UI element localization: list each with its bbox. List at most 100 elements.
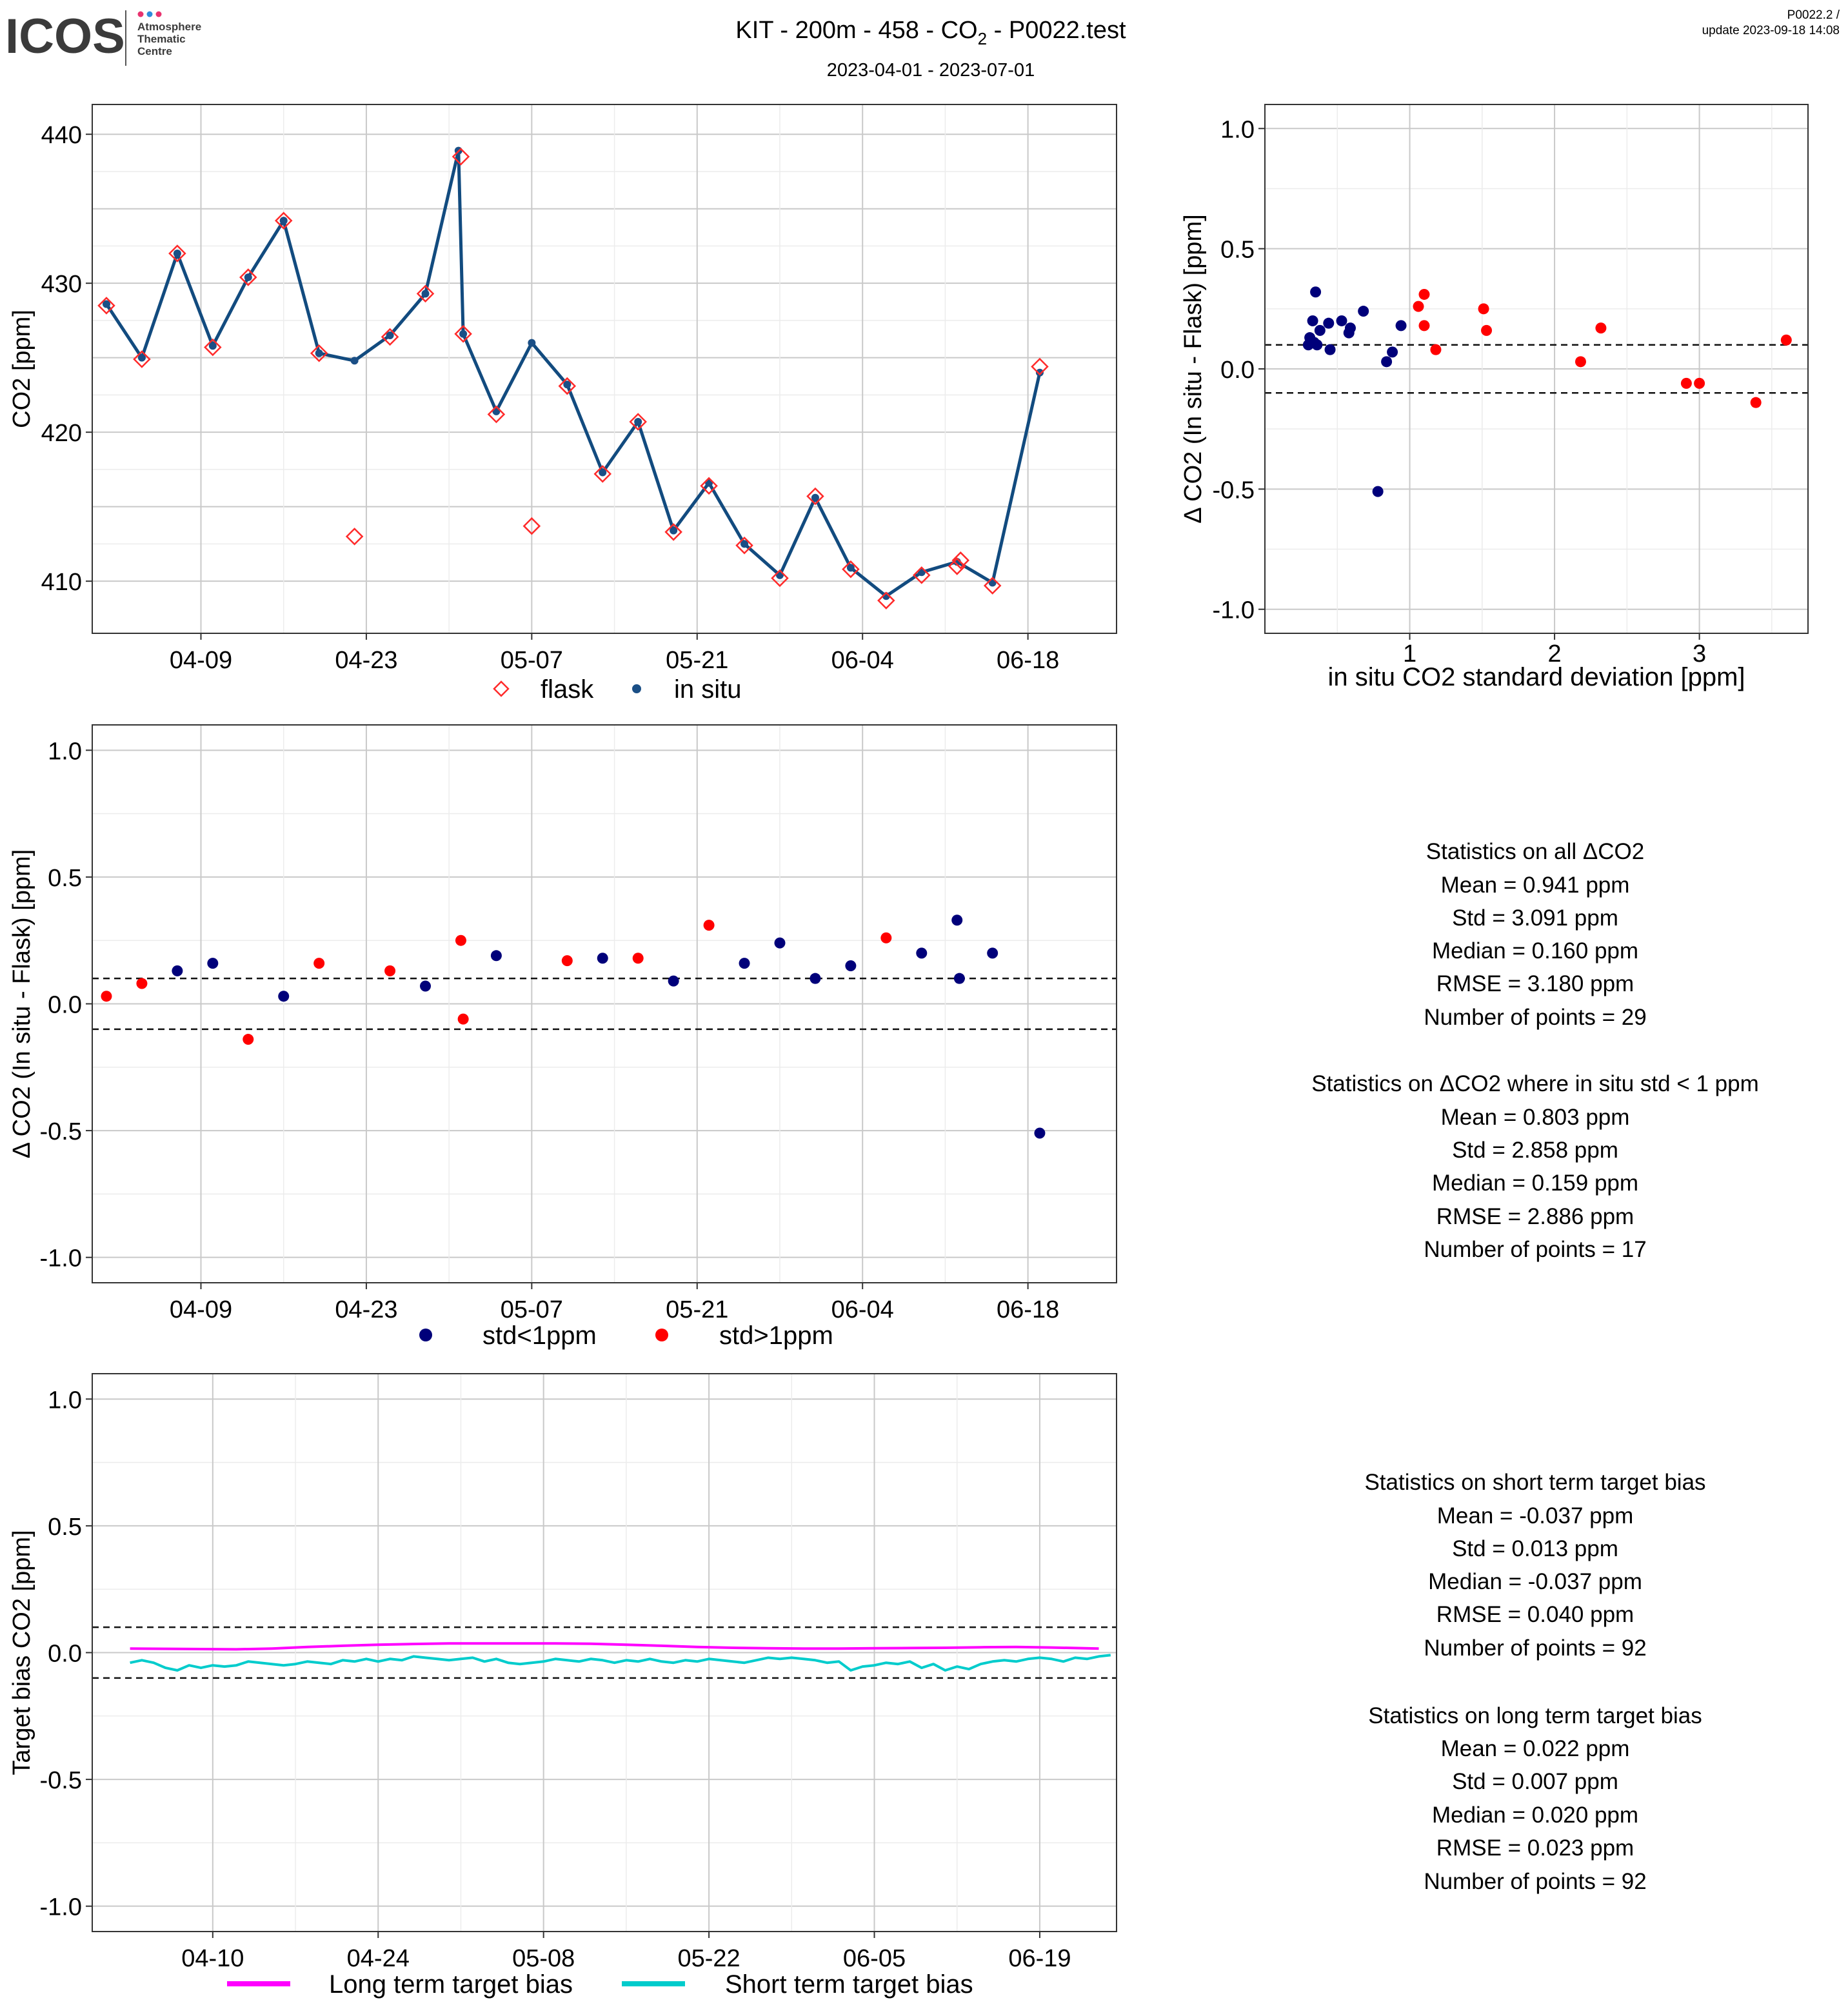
std-gt1-point <box>1694 377 1705 389</box>
legend-std-gt1-label: std>1ppm <box>719 1321 833 1350</box>
stats-title: Statistics on ΔCO2 where in situ std < 1… <box>1311 1071 1759 1096</box>
std-lt1-point <box>1358 306 1369 317</box>
y-tick-label: 430 <box>41 271 82 298</box>
x-tick-label: 04-23 <box>335 647 397 674</box>
std-gt1-point <box>1418 288 1430 300</box>
y-tick-label: 410 <box>41 569 82 596</box>
std-lt1-point <box>597 953 608 964</box>
y-tick-label: 0.0 <box>48 992 82 1019</box>
logo-text: ICOS <box>5 9 125 64</box>
x-tick-label: 06-18 <box>997 1296 1059 1323</box>
std-lt1-point <box>1324 344 1336 355</box>
y-tick-label: 420 <box>41 420 82 447</box>
x-tick-label: 06-18 <box>997 647 1059 674</box>
y-axis-title: Δ CO2 (In situ - Flask) [ppm] <box>8 849 35 1158</box>
stats-line: RMSE = 3.180 ppm <box>1436 971 1634 996</box>
y-axis-title: CO2 [ppm] <box>8 310 35 428</box>
stats-line: Mean = -0.037 ppm <box>1437 1503 1634 1528</box>
x-tick-label: 05-07 <box>501 1296 563 1323</box>
std-gt1-point <box>1680 377 1692 389</box>
insitu-point <box>528 339 536 347</box>
legend-std-gt1-key <box>655 1329 668 1341</box>
y-tick-label: -1.0 <box>40 1894 82 1921</box>
y-tick-label: 1.0 <box>1220 116 1255 143</box>
std-gt1-point <box>243 1034 254 1045</box>
stats-short-term: Statistics on short term target bias Mea… <box>1364 1470 1705 1661</box>
x-tick-label: 06-19 <box>1008 1945 1071 1972</box>
std-lt1-point <box>1343 327 1355 339</box>
timeseries-panel: 410 420 430 440 04-09 04-23 05-07 05-21 06-04 06-… <box>8 104 1117 704</box>
stats-long-term: Statistics on long term target bias Mean… <box>1368 1703 1702 1894</box>
flask-point <box>1031 357 1049 376</box>
icos-logo: ICOS Atmosphere Thematic Centre <box>5 9 201 66</box>
std-lt1-point <box>845 960 857 972</box>
legend-flask-label: flask <box>541 675 594 704</box>
std-lt1-point <box>1310 286 1322 298</box>
std-gt1-point <box>1478 303 1489 315</box>
y-tick-label: 0.0 <box>48 1641 82 1668</box>
insitu-point <box>846 564 855 572</box>
flask-point <box>700 477 718 495</box>
y-tick-label: -0.5 <box>40 1767 82 1794</box>
y-tick-label: -0.5 <box>1213 477 1255 504</box>
y-tick-label: 0.0 <box>1220 357 1255 384</box>
std-gt1-point <box>1418 320 1430 331</box>
std-gt1-point <box>1595 322 1607 334</box>
stats-line: Number of points = 92 <box>1424 1636 1646 1661</box>
y-axis-title: Target bias CO2 [ppm] <box>8 1530 35 1775</box>
legend-insitu-key <box>632 684 641 693</box>
flask-point <box>381 328 399 346</box>
insitu-point <box>740 540 749 548</box>
std-lt1-point <box>739 958 750 969</box>
std-gt1-point <box>1481 324 1493 336</box>
std-lt1-point <box>953 973 965 984</box>
stats-line: Std = 0.007 ppm <box>1452 1769 1618 1794</box>
std-lt1-point <box>810 973 821 984</box>
insitu-point <box>634 418 642 426</box>
std-lt1-point <box>1395 320 1407 331</box>
std-lt1-point <box>987 947 999 959</box>
y-tick-label: 1.0 <box>48 1387 82 1414</box>
flask-point <box>416 284 435 303</box>
insitu-point <box>244 273 252 281</box>
insitu-point <box>811 493 819 502</box>
std-gt1-point <box>1575 356 1586 368</box>
x-tick-label: 3 <box>1693 640 1706 667</box>
flask-point <box>133 350 151 368</box>
legend-flask-key <box>493 680 510 697</box>
std-gt1-point <box>561 955 573 967</box>
stats-line: RMSE = 0.023 ppm <box>1436 1835 1634 1861</box>
flask-point <box>487 405 506 424</box>
flask-point <box>168 244 186 262</box>
stats-line: Median = 0.020 ppm <box>1432 1803 1638 1828</box>
std-gt1-point <box>313 958 325 969</box>
std-lt1-point <box>951 915 963 926</box>
std-lt1-point <box>1387 346 1398 358</box>
stats-delta-std-lt1: Statistics on ΔCO2 where in situ std < 1… <box>1311 1071 1759 1262</box>
flask-point <box>913 566 931 584</box>
stats-line: Median = 0.160 ppm <box>1432 938 1638 964</box>
x-tick-label: 06-05 <box>843 1945 906 1972</box>
flask-point <box>664 523 682 541</box>
flask-point <box>345 528 364 546</box>
flask-point <box>629 413 647 431</box>
x-tick-label: 04-10 <box>181 1945 244 1972</box>
legend-short-term-label: Short term target bias <box>725 1970 973 1999</box>
flask-point <box>771 569 789 588</box>
y-tick-label: 1.0 <box>48 738 82 765</box>
legend-std-lt1-key <box>419 1329 432 1341</box>
flask-point <box>593 465 612 483</box>
insitu-point <box>173 249 181 257</box>
x-tick-label: 04-09 <box>170 647 232 674</box>
stats-line: Median = 0.159 ppm <box>1432 1171 1638 1196</box>
flask-point <box>452 148 470 166</box>
y-tick-label: 0.5 <box>1220 237 1255 264</box>
stats-title: Statistics on short term target bias <box>1364 1470 1705 1495</box>
insitu-point <box>279 217 288 225</box>
y-tick-label: 0.5 <box>48 1514 82 1541</box>
std-lt1-point <box>774 937 786 949</box>
std-lt1-point <box>1323 317 1335 329</box>
logo-sub-1: Atmosphere <box>137 21 201 33</box>
x-tick-label: 06-04 <box>831 1296 894 1323</box>
insitu-point <box>386 331 394 340</box>
